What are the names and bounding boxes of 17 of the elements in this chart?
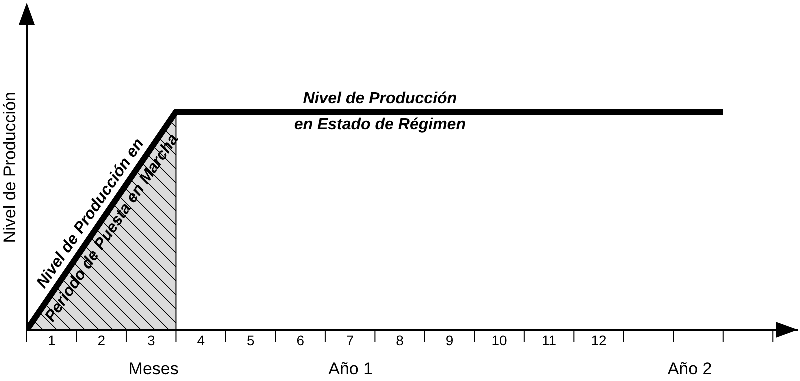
- x-tick-label: 1: [48, 332, 56, 348]
- x-tick-label: 9: [446, 332, 454, 348]
- y-axis-title: Nivel de Producción: [0, 92, 20, 244]
- x-tick-label: 4: [197, 332, 206, 348]
- x-tick-label: 7: [346, 332, 354, 348]
- annotation: Nivel de Producción en Estado de Régimen: [294, 90, 466, 134]
- x-tick-label: 5: [246, 332, 255, 348]
- x-tick-label: 6: [296, 332, 305, 348]
- x-tick-label: 3: [147, 332, 156, 348]
- text: Año 1: [328, 360, 374, 379]
- x-tick-label: 8: [396, 332, 404, 348]
- x-tick-label: 11: [542, 332, 557, 348]
- x-tick-label: 2: [98, 332, 106, 348]
- x-axis-title: Meses: [128, 360, 179, 379]
- x-tick-label: 12: [591, 332, 608, 348]
- x-tick-label: 10: [492, 332, 508, 348]
- text: Año 2: [668, 360, 712, 379]
